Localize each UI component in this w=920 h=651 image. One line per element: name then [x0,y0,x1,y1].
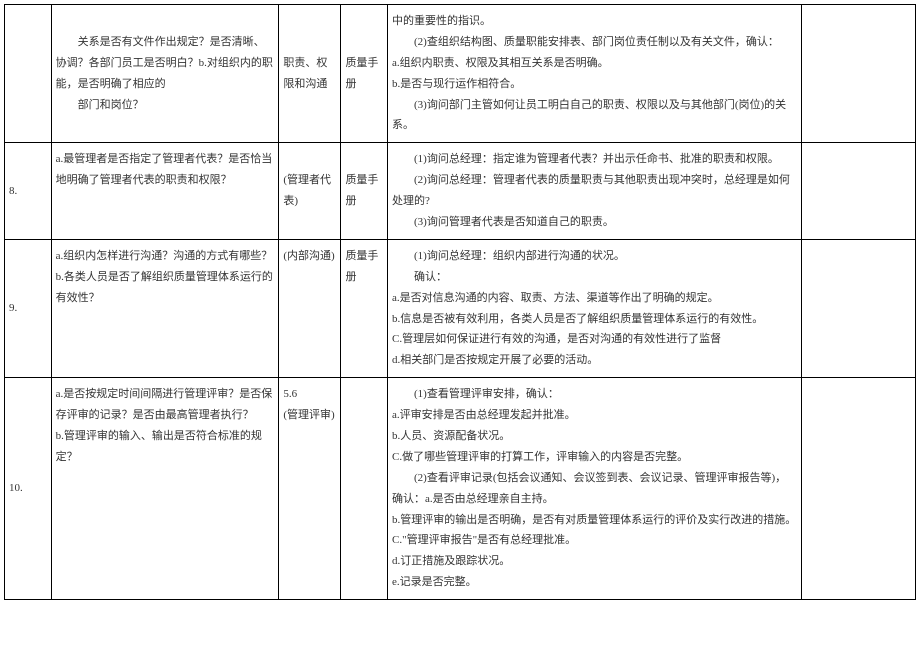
audit-checklist-table: 关系是否有文件作出规定？是否清晰、协调？各部门员工是否明白？b.对组织内的职能，… [4,4,916,600]
doc-cell: 质量手册 [341,143,388,240]
detail-cell: (1)询问总经理：指定谁为管理者代表？并出示任命书、批准的职责和权限。 (2)询… [388,143,802,240]
blank-cell [802,239,916,377]
table-row: 关系是否有文件作出规定？是否清晰、协调？各部门员工是否明白？b.对组织内的职能，… [5,5,916,143]
table-row: 10. a.是否按规定时间间隔进行管理评审？是否保存评审的记录？是否由最高管理者… [5,378,916,600]
question-cell: 关系是否有文件作出规定？是否清晰、协调？各部门员工是否明白？b.对组织内的职能，… [51,5,279,143]
blank-cell [802,5,916,143]
detail-cell: 中的重要性的指识。 (2)查组织结构图、质量职能安排表、部门岗位责任制以及有关文… [388,5,802,143]
row-number [5,5,52,143]
table-row: 9. a.组织内怎样进行沟通？沟通的方式有哪些？b.各类人员是否了解组织质量管理… [5,239,916,377]
doc-cell: 质量手册 [341,239,388,377]
clause-cell: 职责、权限和沟通 [279,5,341,143]
question-cell: a.是否按规定时间间隔进行管理评审？是否保存评审的记录？是否由最高管理者执行？b… [51,378,279,600]
row-number: 9. [5,239,52,377]
table-row: 8. a.最管理者是否指定了管理者代表？是否恰当地明确了管理者代表的职责和权限？… [5,143,916,240]
blank-cell [802,143,916,240]
clause-cell: (管理者代表) [279,143,341,240]
detail-cell: (1)询问总经理：组织内部进行沟通的状况。 确认：a.是否对信息沟通的内容、取责… [388,239,802,377]
question-cell: a.组织内怎样进行沟通？沟通的方式有哪些？b.各类人员是否了解组织质量管理体系运… [51,239,279,377]
question-cell: a.最管理者是否指定了管理者代表？是否恰当地明确了管理者代表的职责和权限？ [51,143,279,240]
doc-cell [341,378,388,600]
detail-cell: (1)查看管理评审安排，确认：a.评审安排是否由总经理发起并批准。b.人员、资源… [388,378,802,600]
clause-cell: (内部沟通) [279,239,341,377]
row-number: 10. [5,378,52,600]
doc-cell: 质量手册 [341,5,388,143]
blank-cell [802,378,916,600]
clause-cell: 5.6(管理评审) [279,378,341,600]
row-number: 8. [5,143,52,240]
